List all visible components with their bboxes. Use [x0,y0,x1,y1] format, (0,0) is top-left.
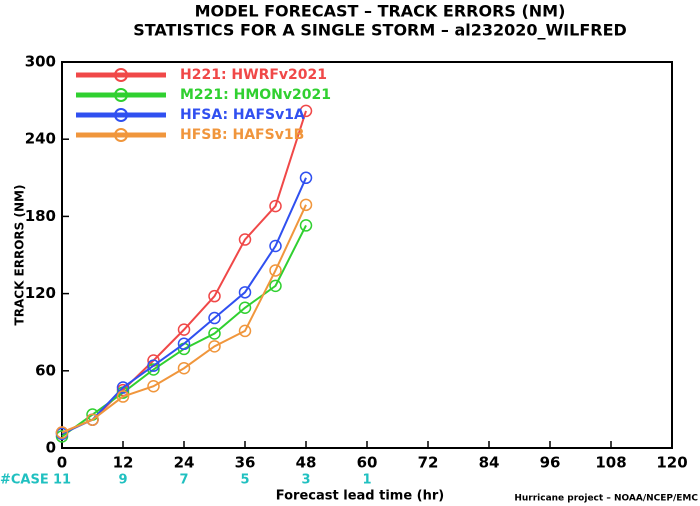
legend-label: H221: HWRFv2021 [180,67,327,83]
case-label: #CASE [0,473,49,488]
data-point [269,264,282,277]
data-point [116,390,130,403]
x-tick-label: 12 [113,454,134,472]
x-tick-label: 36 [235,454,256,472]
chart-subtitle: STATISTICS FOR A SINGLE STORM – al232020… [133,21,627,40]
legend-marker [114,68,128,82]
x-tick-label: 120 [656,454,687,472]
x-axis-label: Forecast lead time (hr) [276,489,444,504]
data-point [238,301,252,315]
data-point [116,381,130,394]
legend-label: HFSA: HAFSv1A [180,107,305,123]
data-point [299,219,313,232]
y-tick-label: 0 [46,439,56,457]
data-point [238,324,252,338]
x-tick-label: 72 [418,454,439,472]
data-point [269,279,282,293]
data-point [147,359,160,372]
series-line [61,204,307,434]
data-point [299,198,313,212]
case-count: 9 [118,473,127,488]
plot-frame [61,61,673,449]
y-axis-label: TRACK ERRORS (NM) [13,185,27,326]
x-tick-label: 48 [296,454,317,472]
data-point [177,323,191,336]
case-count: 1 [362,473,371,488]
y-tick-label: 300 [25,53,56,71]
legend-label: HFSB: HAFSv1B [180,127,304,143]
series-line [61,177,307,435]
x-tick-label: 60 [357,454,378,472]
x-tick-label: 0 [57,454,67,472]
x-tick-label: 24 [174,454,195,472]
data-point [238,233,252,246]
y-tick-label: 240 [25,130,56,148]
data-point [147,379,160,393]
y-tick-label: 60 [35,361,56,379]
data-point [208,289,221,303]
data-point [269,239,282,253]
x-tick-label: 96 [540,454,561,472]
y-tick-label: 120 [25,284,56,302]
legend-marker [114,108,128,122]
case-count: 3 [301,473,310,488]
footnote: Hurricane project – NOAA/NCEP/EMC [514,494,698,504]
data-point [177,337,191,351]
data-point [299,104,313,118]
data-point [238,286,252,299]
data-point [208,311,221,325]
y-tick-label: 180 [25,207,56,225]
case-count: 5 [240,473,249,488]
case-count: 7 [179,473,188,488]
data-point [55,426,69,439]
x-tick-label: 108 [595,454,626,472]
legend-marker [114,88,128,102]
legend-label: M221: HMONv2021 [180,87,331,103]
data-point [269,199,282,213]
data-point [208,340,221,353]
x-tick-label: 84 [479,454,500,472]
data-point [86,413,99,426]
legend-marker [114,128,128,142]
data-point [177,361,191,375]
data-point [299,171,313,185]
case-count: 11 [53,473,71,488]
data-point [208,327,221,340]
chart-title: MODEL FORECAST – TRACK ERRORS (NM) [195,2,566,21]
